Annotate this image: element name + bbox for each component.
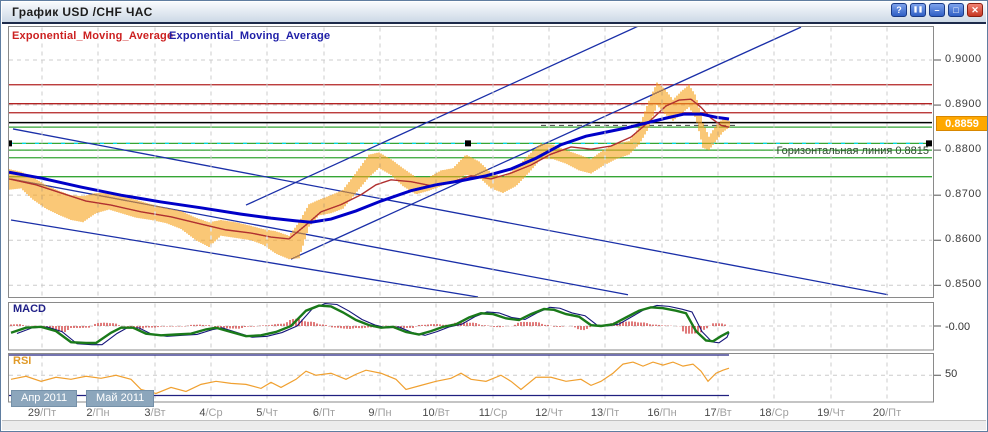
month-badge: Апр 2011 — [11, 390, 78, 407]
day-label: 20/Пт — [872, 407, 902, 419]
window-close-button[interactable]: ✕ — [967, 3, 983, 17]
ema-indicator-label-fast: Exponential_Moving_Average — [12, 30, 174, 42]
ema-indicator-label-slow: Exponential_Moving_Average — [169, 30, 331, 42]
status-strip — [2, 420, 986, 430]
day-label: 17/Вт — [704, 407, 732, 419]
day-label: 9/Пн — [368, 407, 392, 419]
price-tick-label: 0.8900 — [945, 98, 982, 111]
day-label: 6/Пт — [312, 407, 336, 419]
day-label: 12/Чт — [535, 407, 563, 419]
price-tick-label: 0.9000 — [945, 53, 982, 65]
window-controls: ? ❚❚ – □ ✕ — [891, 3, 983, 17]
horizontal-line-annotation[interactable]: Горизонтальная линия 0.8815 — [776, 145, 929, 157]
rsi-mid-level-value: 50 — [945, 368, 958, 380]
day-label: 16/Пн — [647, 407, 677, 419]
rsi-panel-label: RSI — [13, 355, 32, 367]
price-tick-label: 0.8600 — [945, 233, 982, 246]
macd-panel-label: MACD — [13, 303, 46, 315]
price-tick-label: 0.8700 — [945, 188, 982, 201]
day-label: 11/Ср — [478, 407, 508, 419]
day-label: 19/Чт — [817, 407, 845, 419]
day-label: 3/Вт — [144, 407, 166, 419]
month-badge: Май 2011 — [86, 390, 155, 407]
price-tick-label: 0.8800 — [945, 143, 982, 156]
day-label: 29/Пт — [27, 407, 57, 419]
window-minimize-button[interactable]: – — [929, 3, 945, 17]
window-maximize-button[interactable]: □ — [948, 3, 964, 17]
window-title: График USD /CHF ЧАС — [12, 5, 153, 19]
day-label: 5/Чт — [256, 407, 278, 419]
window-help-button[interactable]: ? — [891, 3, 907, 17]
day-label: 18/Ср — [759, 407, 789, 419]
day-label: 13/Пт — [590, 407, 620, 419]
day-label: 4/Ср — [199, 407, 223, 419]
window-titlebar[interactable]: График USD /CHF ЧАС — [2, 2, 986, 24]
macd-zero-value: -0.00 — [945, 321, 971, 333]
day-label: 2/Пн — [86, 407, 110, 419]
price-tick-label: 0.8500 — [945, 278, 982, 291]
current-price-badge: 0.8859 — [936, 116, 987, 131]
day-label: 10/Вт — [422, 407, 450, 419]
window-pause-button[interactable]: ❚❚ — [910, 3, 926, 17]
